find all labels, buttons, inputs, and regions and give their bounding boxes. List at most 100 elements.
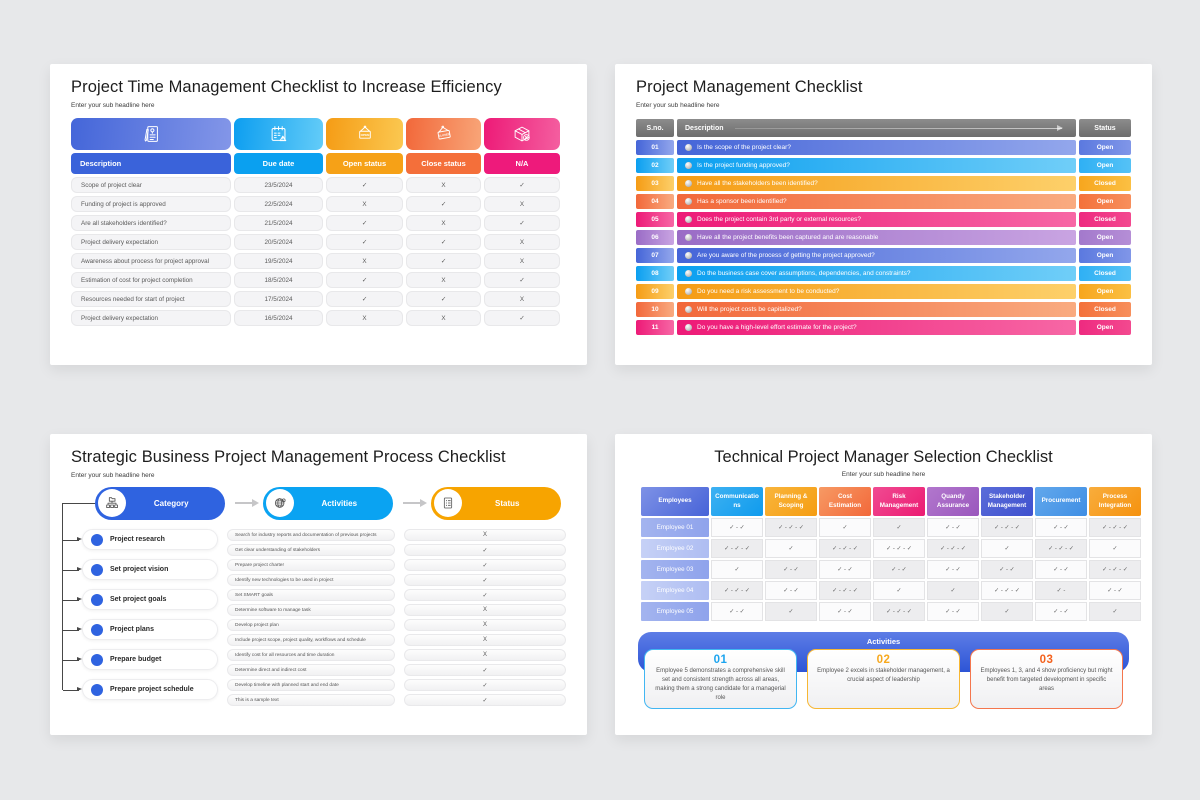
table-cell: Project delivery expectation xyxy=(71,310,231,326)
list-item: 08 Do the business case cover assumptions… xyxy=(636,266,1131,281)
table-cell: ✓ xyxy=(326,234,403,250)
category-label: Set project goals xyxy=(110,596,167,603)
status-value: X xyxy=(404,604,566,616)
table-cell: X xyxy=(406,177,481,193)
page-title: Project Management Checklist xyxy=(636,78,863,96)
document-idea-icon xyxy=(71,118,231,150)
slide-process-checklist[interactable]: Strategic Business Project Management Pr… xyxy=(50,434,587,735)
matrix-cell: ✓ - ✓ xyxy=(1035,518,1087,537)
card-text: Employees 1, 3, and 4 show proficiency b… xyxy=(980,668,1113,692)
matrix-cell: ✓ xyxy=(1089,539,1141,558)
card-text: Employee 2 excels in stakeholder managem… xyxy=(817,668,950,683)
header-sno: S.no. xyxy=(636,119,674,137)
activity-list: Search for industry reports and document… xyxy=(227,529,395,706)
matrix-cell: ✓ xyxy=(819,518,871,537)
table-cell: X xyxy=(406,272,481,288)
list-item: 04 Has a sponsor been identified? Open xyxy=(636,194,1131,209)
status-badge: Open xyxy=(1079,320,1131,335)
matrix-cell: ✓ - ✓ xyxy=(1089,581,1141,600)
item-number: 05 xyxy=(636,212,674,227)
pill-label: Category xyxy=(153,498,189,508)
matrix-cell: ✓ - ✓ xyxy=(1035,602,1087,621)
table-cell: ✓ xyxy=(484,215,560,231)
item-text: Have all the stakeholders been identifie… xyxy=(697,180,818,187)
item-number: 04 xyxy=(636,194,674,209)
matrix-cell: ✓ - ✓ - ✓ xyxy=(711,539,763,558)
item-number: 03 xyxy=(636,176,674,191)
status-badge: Open xyxy=(1079,230,1131,245)
org-chart-icon xyxy=(97,489,126,517)
connector-vertical-line xyxy=(62,503,63,690)
column-header: Stakeholder Management xyxy=(981,487,1033,516)
table-cell: 23/5/2024 xyxy=(234,177,323,193)
svg-text:OPEN: OPEN xyxy=(360,133,370,137)
matrix-cell: ✓ xyxy=(927,581,979,600)
process-body: Project research Set project vision Set … xyxy=(62,503,566,706)
subtitle: Enter your sub headline here xyxy=(841,471,926,478)
status-badge: Closed xyxy=(1079,266,1131,281)
matrix-cell: ✓ xyxy=(873,581,925,600)
activity-item: Get clear understanding of stakeholders xyxy=(227,544,395,556)
status-value: ✓ xyxy=(404,574,566,586)
matrix-cell: ✓ - ✓ xyxy=(927,518,979,537)
slide-project-management-checklist[interactable]: Project Management Checklist Enter your … xyxy=(615,64,1152,365)
bullet-sphere-icon xyxy=(685,270,692,277)
status-value: ✓ xyxy=(404,589,566,601)
activities-banner-title: Activities xyxy=(866,637,901,646)
column-header-description: Description xyxy=(71,153,231,174)
table-cell: ✓ xyxy=(484,272,560,288)
matrix-cell: ✓ - ✓ - ✓ xyxy=(981,518,1033,537)
item-text: Is the scope of the project clear? xyxy=(697,144,791,151)
status-badge: Closed xyxy=(1079,212,1131,227)
matrix-cell: ✓ - ✓ xyxy=(711,602,763,621)
activity-item: Identify new technologies to be used in … xyxy=(227,574,395,586)
matrix-cell: ✓ - ✓ xyxy=(711,518,763,537)
slide-time-management-checklist[interactable]: Project Time Management Checklist to Inc… xyxy=(50,64,587,365)
item-number: 01 xyxy=(636,140,674,155)
list-item: 06 Have all the project benefits been cap… xyxy=(636,230,1131,245)
column-header-open-status: Open status xyxy=(326,153,403,174)
matrix-cell: ✓ - ✓ - ✓ xyxy=(1089,560,1141,579)
activities-cards: 01 Employee 5 demonstrates a comprehensi… xyxy=(644,649,1123,709)
matrix-cell: ✓ - ✓ - ✓ xyxy=(927,539,979,558)
table-cell: ✓ xyxy=(326,215,403,231)
column-header: Procurement xyxy=(1035,487,1087,516)
checklist-table: OPEN CLOSED Description Due date Open st… xyxy=(71,118,566,326)
slide-selection-checklist[interactable]: Technical Project Manager Selection Chec… xyxy=(615,434,1152,735)
matrix-cell: ✓ - xyxy=(1035,581,1087,600)
page-title: Strategic Business Project Management Pr… xyxy=(71,448,506,466)
matrix-cell: ✓ xyxy=(981,539,1033,558)
status-badge: Open xyxy=(1079,248,1131,263)
list-item: 01 Is the scope of the project clear? Open xyxy=(636,140,1131,155)
list-item: 10 Will the project costs be capitalized?… xyxy=(636,302,1131,317)
table-cell: 17/5/2024 xyxy=(234,291,323,307)
matrix-cell: ✓ - ✓ - ✓ xyxy=(711,581,763,600)
row-label: Employee 01 xyxy=(641,518,709,537)
item-text: Is the project funding approved? xyxy=(697,162,790,169)
matrix-cell: ✓ - ✓ - ✓ xyxy=(873,539,925,558)
header-description-label: Description xyxy=(685,124,724,132)
status-value: X xyxy=(404,649,566,661)
table-row: Employee 04 ✓ - ✓ - ✓ ✓ - ✓ ✓ - ✓ - ✓ ✓ … xyxy=(641,581,1141,600)
matrix-cell: ✓ - ✓ xyxy=(873,560,925,579)
table-cell: ✓ xyxy=(484,310,560,326)
bullet-sphere-icon xyxy=(685,288,692,295)
card-number: 03 xyxy=(1039,654,1054,666)
bullet-sphere-icon xyxy=(685,198,692,205)
bullet-dot-icon xyxy=(91,683,103,696)
card-number: 02 xyxy=(876,654,891,666)
status-value: X xyxy=(404,529,566,541)
category-item: Project research xyxy=(63,529,218,550)
pill-status: Status xyxy=(431,486,561,520)
matrix-cell: ✓ - ✓ xyxy=(819,560,871,579)
list-item: 09 Do you need a risk assessment to be co… xyxy=(636,284,1131,299)
row-label: Employee 03 xyxy=(641,560,709,579)
category-label: Prepare budget xyxy=(110,656,162,663)
list-item: 02 Is the project funding approved? Open xyxy=(636,158,1131,173)
activity-item: Determine software to manage task xyxy=(227,604,395,616)
item-text: Do the business case cover assumptions, … xyxy=(697,270,911,277)
checklist-list: S.no. Description Status 01 Is the scope … xyxy=(636,119,1131,335)
matrix-cell: ✓ - ✓ xyxy=(927,560,979,579)
status-badge: Open xyxy=(1079,194,1131,209)
status-value: ✓ xyxy=(404,544,566,556)
